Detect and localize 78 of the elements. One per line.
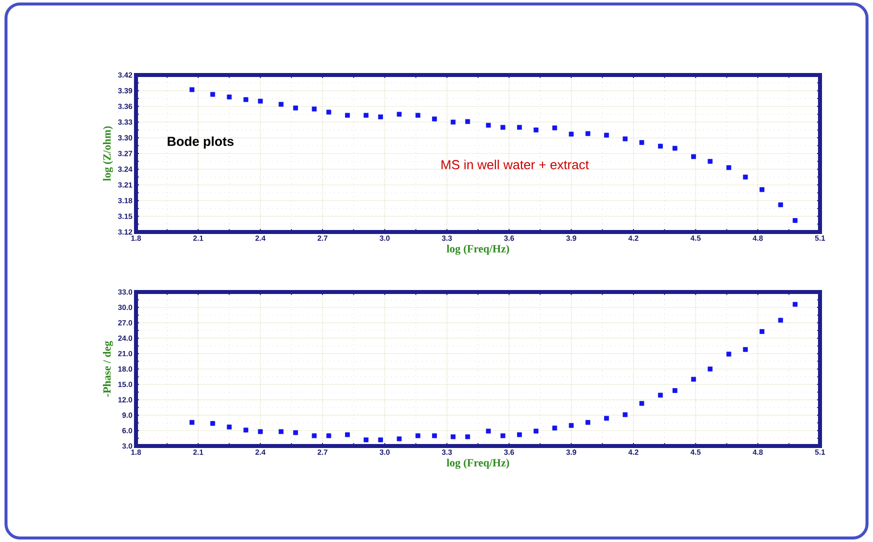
point [415,112,420,118]
point [552,125,558,130]
point [415,433,420,438]
annotation: Bode plots [168,136,234,149]
point [672,388,678,393]
point [465,434,470,440]
point [293,430,298,436]
point [190,420,194,425]
point [658,392,663,398]
point [432,433,437,438]
point [568,132,574,137]
point [278,429,284,434]
point [708,158,713,164]
point [792,302,798,307]
point [708,366,713,372]
point [517,432,522,438]
point [691,376,696,382]
point [258,98,263,104]
point [726,165,732,170]
point [326,110,332,115]
x-axis-title: log (Freq/Hz) [446,244,510,255]
y-axis-title: -Phase / deg [102,340,114,397]
point [534,128,538,132]
point [622,136,628,142]
point [345,432,350,438]
point [622,412,628,418]
point [552,426,558,430]
point [778,202,784,208]
point [672,146,678,151]
point [658,144,663,149]
point [326,433,332,438]
point [345,112,350,118]
point [432,116,437,122]
point [568,423,574,428]
point [742,174,748,180]
point [534,428,538,434]
point [396,112,402,117]
point [792,218,798,223]
point [639,400,644,406]
y-axis-title: log (Z/ohm) [102,126,114,181]
point [465,119,470,124]
point [450,434,456,440]
point [500,433,506,438]
point [226,424,232,430]
point [760,329,764,334]
point [691,154,696,160]
point [486,428,491,434]
point [486,122,491,128]
point [585,131,590,136]
point [778,318,784,323]
point [278,102,284,107]
point [190,87,194,92]
point [293,106,298,110]
point [243,97,248,102]
point [258,429,263,434]
point [726,352,732,357]
point [396,436,402,442]
point [312,106,317,112]
point [364,112,368,118]
point [364,437,368,442]
point [742,347,748,352]
annotation: MS in well water + extract [442,160,589,170]
point [760,187,764,192]
point [500,124,506,130]
point [378,437,383,442]
point [378,114,383,120]
point [450,120,456,124]
point [517,124,522,130]
point [210,92,216,97]
point [639,140,644,145]
point [604,132,609,138]
x-axis-title: log (Freq/Hz) [446,458,510,469]
point [312,433,317,438]
point [243,428,248,432]
point [604,416,609,421]
point [585,420,590,425]
point [226,94,232,100]
point [210,421,216,426]
